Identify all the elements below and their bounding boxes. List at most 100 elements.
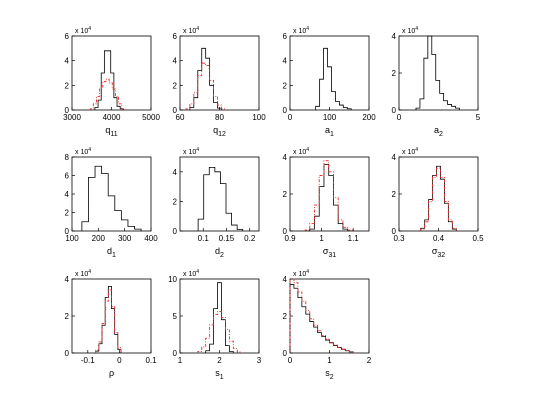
axis-multiplier-exponent: 4 bbox=[306, 147, 309, 153]
prior-density-line bbox=[289, 278, 354, 353]
axes-box bbox=[289, 156, 370, 232]
axis-multiplier-exponent: 4 bbox=[196, 26, 199, 32]
x-tick-label: 100 bbox=[323, 113, 337, 122]
subplot-4: 100 200 300 400 0 2 4 6 8 x 104 d1 bbox=[65, 147, 159, 259]
y-tick-label: 4 bbox=[283, 275, 288, 284]
y-tick-label: 2 bbox=[283, 81, 288, 90]
y-tick-label: 4 bbox=[392, 32, 397, 41]
x-axis-label: s2 bbox=[325, 368, 334, 381]
y-tick-label: 2 bbox=[392, 69, 397, 78]
posterior-histogram-line bbox=[94, 50, 124, 110]
axis-multiplier-exponent: 4 bbox=[88, 147, 91, 153]
axis-multiplier: x 104 bbox=[75, 269, 91, 278]
y-tick-label: 5 bbox=[173, 312, 178, 321]
x-tick-label: 2 bbox=[217, 356, 222, 365]
y-tick-label: 0 bbox=[283, 106, 288, 115]
x-tick-label: 200 bbox=[362, 113, 376, 122]
axis-multiplier-exponent: 4 bbox=[196, 269, 199, 275]
x-tick-label: 0.15 bbox=[219, 234, 235, 243]
posterior-histogram-line bbox=[420, 165, 457, 231]
posterior-histogram-line bbox=[197, 166, 244, 231]
y-tick-label: 4 bbox=[283, 153, 288, 162]
y-tick-label: 0 bbox=[65, 106, 70, 115]
y-tick-label: 4 bbox=[173, 57, 178, 66]
x-axis-label-subscript: 1 bbox=[112, 252, 116, 259]
y-tick-label: 10 bbox=[168, 275, 177, 284]
y-tick-label: 2 bbox=[65, 81, 70, 90]
x-tick-label: 0.4 bbox=[433, 234, 445, 243]
x-axis-label-subscript: 31 bbox=[328, 252, 336, 259]
y-tick-label: 0 bbox=[65, 227, 70, 236]
prior-density-line bbox=[185, 62, 226, 110]
x-tick-label: 300 bbox=[118, 234, 132, 243]
x-axis-label-subscript: 2 bbox=[220, 252, 224, 259]
subplot-0: 3000 4000 5000 0 2 4 6 x 104 q11 bbox=[63, 26, 160, 138]
x-tick-label: 1.1 bbox=[348, 234, 360, 243]
y-tick-label: 2 bbox=[283, 312, 288, 321]
axis-multiplier: x 104 bbox=[183, 269, 199, 278]
axis-multiplier: x 104 bbox=[402, 26, 418, 35]
x-axis-label-subscript: 11 bbox=[110, 131, 117, 138]
x-tick-label: 1 bbox=[178, 356, 183, 365]
x-tick-label: 5000 bbox=[142, 113, 160, 122]
x-tick-label: 400 bbox=[144, 234, 158, 243]
x-tick-label: 100 bbox=[252, 113, 266, 122]
x-tick-label: 0.1 bbox=[198, 234, 210, 243]
y-tick-label: 8 bbox=[65, 153, 70, 162]
x-axis-label-subscript: 32 bbox=[437, 252, 445, 259]
y-tick-label: 6 bbox=[173, 32, 178, 41]
x-axis-label: ρ bbox=[109, 368, 114, 378]
y-tick-label: 0 bbox=[283, 349, 288, 358]
x-tick-label: 2 bbox=[367, 356, 372, 365]
axes-box bbox=[179, 35, 260, 111]
prior-density-line bbox=[304, 160, 353, 231]
x-tick-label: 0 bbox=[117, 356, 122, 365]
x-tick-label: 0.5 bbox=[472, 234, 484, 243]
x-tick-label: 0.2 bbox=[244, 234, 256, 243]
x-tick-label: 4000 bbox=[103, 113, 121, 122]
posterior-histogram-line bbox=[315, 47, 352, 110]
y-tick-label: 6 bbox=[65, 32, 70, 41]
y-tick-label: 0 bbox=[173, 227, 178, 236]
axes-box bbox=[71, 156, 152, 232]
y-tick-label: 0 bbox=[173, 349, 178, 358]
axis-multiplier: x 104 bbox=[183, 26, 199, 35]
y-tick-label: 2 bbox=[173, 81, 178, 90]
x-tick-label: 3 bbox=[257, 356, 262, 365]
y-tick-label: 0 bbox=[173, 106, 178, 115]
axes-box bbox=[398, 156, 479, 232]
axis-multiplier-exponent: 4 bbox=[415, 26, 418, 32]
y-tick-label: 2 bbox=[392, 190, 397, 199]
axis-multiplier: x 104 bbox=[75, 147, 91, 156]
posterior-histogram-line bbox=[95, 286, 122, 353]
x-axis-label-subscript: 2 bbox=[439, 131, 443, 138]
x-axis-label: σ31 bbox=[323, 246, 336, 259]
axes-box bbox=[289, 35, 370, 111]
x-axis-label-subscript: 1 bbox=[330, 131, 334, 138]
subplot-1: 60 80 100 0 2 4 6 x 104 q12 bbox=[173, 26, 267, 138]
axes-box bbox=[398, 35, 479, 111]
axis-multiplier: x 104 bbox=[293, 26, 309, 35]
x-tick-label: 0 bbox=[288, 356, 293, 365]
axis-multiplier-exponent: 4 bbox=[88, 26, 91, 32]
x-axis-label: d1 bbox=[107, 246, 116, 259]
axes-box bbox=[179, 278, 260, 354]
prior-density-line bbox=[89, 78, 126, 110]
axis-multiplier-exponent: 4 bbox=[88, 269, 91, 275]
x-axis-label-subscript: 12 bbox=[218, 131, 226, 138]
y-tick-label: 0 bbox=[392, 227, 397, 236]
y-tick-label: 2 bbox=[65, 312, 70, 321]
x-axis-label: a1 bbox=[325, 125, 334, 138]
y-tick-label: 2 bbox=[173, 197, 178, 206]
y-tick-label: 4 bbox=[392, 153, 397, 162]
subplot-9: 1 2 3 0 5 10 x 104 s1 bbox=[168, 269, 262, 381]
x-tick-label: 0.1 bbox=[145, 356, 157, 365]
y-tick-label: 4 bbox=[65, 275, 70, 284]
x-axis-label: q12 bbox=[213, 125, 226, 138]
x-tick-label: 5 bbox=[476, 113, 481, 122]
